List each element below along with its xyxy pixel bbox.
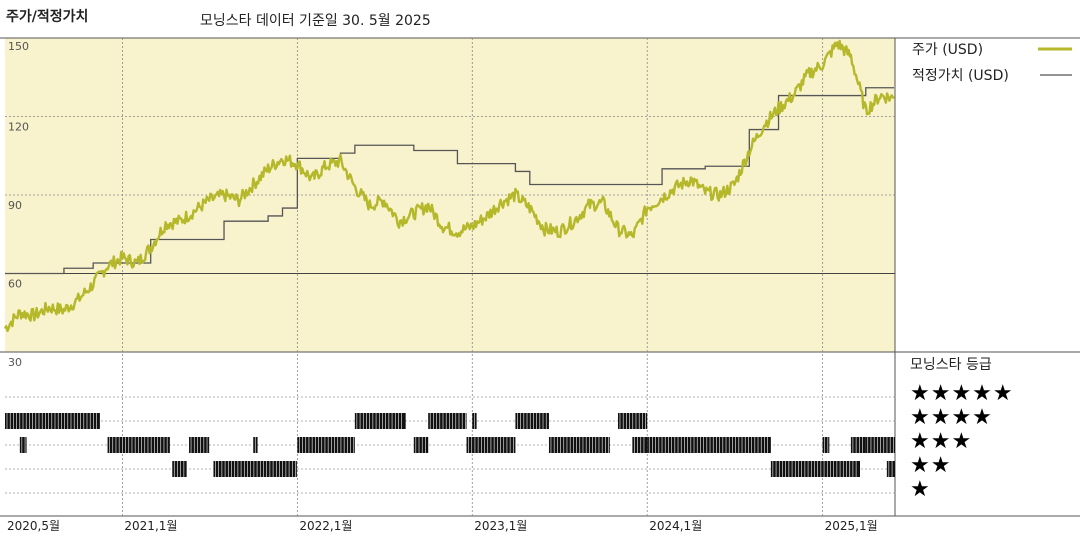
rating-bar-4-star [515,413,549,429]
y-tick-label: 90 [8,199,22,212]
x-tick-label: 2023,1월 [474,519,527,533]
rating-bar-3-star [253,437,258,453]
star-row-1: ★ [910,477,931,502]
x-tick-label: 2025,1월 [825,519,878,533]
x-tick-label: 2024,1월 [649,519,702,533]
rating-bar-4-star [472,413,477,429]
y-tick-label: 60 [8,278,22,291]
rating-bar-fill [886,461,895,477]
price-line [3,39,895,333]
rating-bar-2-star [886,461,895,477]
chart-title: 주가/적정가치 [6,9,89,25]
fair-value-line [5,87,895,275]
star-row-2: ★★ [910,453,951,478]
rating-bar-fill [19,437,27,453]
rating-bar-3-star [632,437,648,453]
y-tick-label: 150 [8,40,29,53]
rating-bar-fill [189,437,210,453]
rating-bar-fill [647,437,771,453]
legend-price-label: 주가 (USD) [912,42,983,58]
rating-bar-4-star [428,413,467,429]
rating-bar-fill [413,437,429,453]
rating-bar-fill [5,413,100,429]
rating-bar-fill [548,437,610,453]
rating-bar-fill [172,461,187,477]
rating-bar-3-star [850,437,866,453]
rating-bar-3-star [19,437,27,453]
rating-bar-3-star [466,437,516,453]
rating-bar-3-star [822,437,830,453]
star-row-5: ★★★★★ [910,381,1014,406]
rating-bar-3-star [865,437,895,453]
rating-bar-2-star [850,461,861,477]
rating-bar-4-star [5,413,100,429]
rating-bar-fill [354,413,406,429]
rating-bar-fill [850,461,861,477]
chart-subtitle: 모닝스타 데이터 기준일 30. 5월 2025 [200,13,431,29]
rating-bar-fill [822,437,830,453]
y-tick-label: 120 [8,121,29,134]
rating-bar-3-star [297,437,355,453]
rating-bar-3-star [647,437,771,453]
rating-bar-fill [213,461,297,477]
x-tick-label: 2021,1월 [124,519,177,533]
rating-bar-fill [428,413,467,429]
x-tick-label: 2022,1월 [299,519,352,533]
star-row-3: ★★★ [910,429,972,454]
rating-bar-2-star [172,461,187,477]
rating-bar-4-star [617,413,648,429]
star-row-4: ★★★★ [910,405,993,430]
rating-bar-fill [632,437,648,453]
rating-bar-3-star [413,437,429,453]
x-tick-label: 2020,5월 [7,519,60,533]
legend-fair-label: 적정가치 (USD) [912,68,1009,84]
y-tick-label: 30 [8,356,22,369]
rating-bar-3-star [107,437,170,453]
rating-bar-fill [297,437,355,453]
rating-bar-2-star [770,461,851,477]
rating-bar-fill [770,461,851,477]
rating-bar-fill [850,437,866,453]
rating-bar-3-star [548,437,610,453]
rating-bar-4-star [354,413,406,429]
rating-bar-3-star [189,437,210,453]
rating-panel-title: 모닝스타 등급 [910,357,992,373]
rating-bar-2-star [213,461,297,477]
